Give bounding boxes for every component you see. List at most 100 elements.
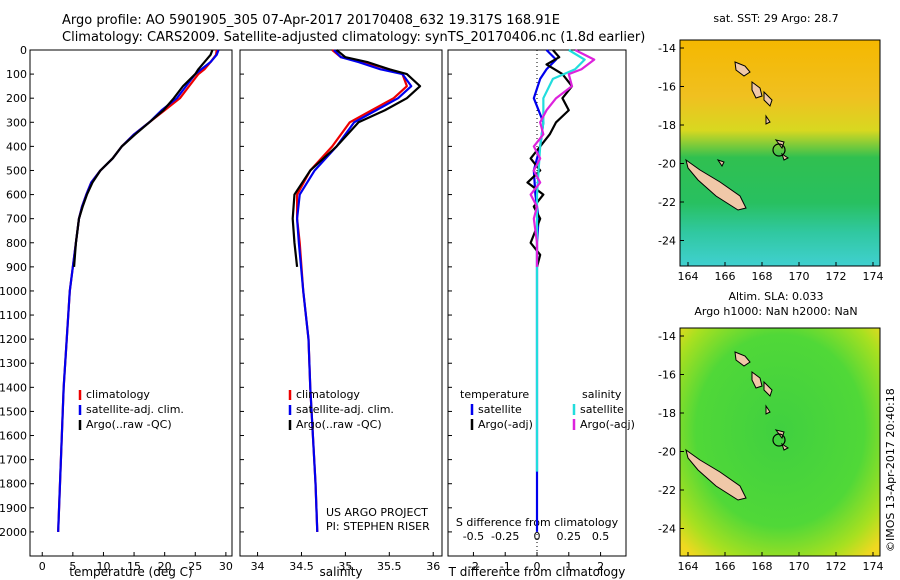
x-tick-label: 35.5 [377, 560, 402, 573]
map-lon-label: 170 [789, 270, 810, 283]
y-tick-label: 1800 [0, 478, 27, 491]
map-lat-label: -24 [658, 523, 676, 536]
map-lat-label: -22 [658, 484, 676, 497]
x-tick-label: 15 [127, 560, 141, 573]
s-tick-label: -0.25 [491, 530, 519, 543]
panel-frame [29, 49, 233, 557]
y-tick-label: 1100 [0, 309, 27, 322]
x-tick-label: 1 [565, 560, 572, 573]
imos-timestamp: ©IMOS 13-Apr-2017 20:40:18 [884, 388, 897, 552]
map-lon-label: 164 [678, 270, 699, 283]
legend-entry: satellite [478, 403, 522, 416]
map-lon-label: 172 [826, 560, 847, 573]
y-tick-label: 2000 [0, 526, 27, 539]
s-tick-label: -0.5 [463, 530, 484, 543]
x-tick-label: 20 [158, 560, 172, 573]
y-tick-label: 1200 [0, 333, 27, 346]
y-tick-label: 700 [6, 213, 27, 226]
project-label: US ARGO PROJECT [326, 506, 428, 519]
y-tick-label: 200 [6, 92, 27, 105]
sla-argo-location-marker [772, 433, 786, 447]
x-tick-label: 35 [338, 560, 352, 573]
y-tick-label: 300 [6, 116, 27, 129]
legend-entry: Argo(-adj) [580, 418, 635, 431]
sst-map-field [680, 40, 880, 266]
profile-panel-2: 34 34.5 35 35.5 36 salinity climatology satelli… [239, 49, 443, 579]
sla-map-frame [679, 327, 881, 557]
sst-argo-location-marker [772, 143, 786, 157]
legend-salinity-title: salinity [582, 388, 622, 401]
plot-title-line1: Argo profile: AO 5901905_305 07-Apr-2017… [62, 13, 560, 28]
legend-entry: Argo(..raw -QC) [86, 418, 172, 431]
profile-panel-1: 0100200300400500600700800900100011001200… [0, 44, 233, 579]
map-lon-label: 172 [826, 270, 847, 283]
map-lat-label: -24 [658, 235, 676, 248]
y-tick-label: 1700 [0, 454, 27, 467]
map-lat-label: -14 [658, 330, 676, 343]
x-tick-label: 10 [96, 560, 110, 573]
sst-map-frame [679, 39, 881, 267]
map-lon-label: 168 [752, 270, 773, 283]
panel-frame [239, 49, 443, 557]
x-tick-label: 34 [251, 560, 265, 573]
x-axis-label: T difference from climatology [448, 565, 626, 579]
map-lon-label: 166 [715, 270, 736, 283]
y-tick-label: 600 [6, 189, 27, 202]
map-lat-label: -18 [658, 119, 676, 132]
y-tick-label: 1500 [0, 405, 27, 418]
sla-map-field [680, 328, 880, 556]
map-lat-label: -22 [658, 196, 676, 209]
x-tick-label: 2 [597, 560, 604, 573]
legend-entry: satellite-adj. clim. [296, 403, 394, 416]
x-tick-label: -1 [500, 560, 511, 573]
map-lon-label: 164 [678, 560, 699, 573]
y-tick-label: 900 [6, 261, 27, 274]
y-tick-label: 1900 [0, 502, 27, 515]
x-tick-label: 34.5 [289, 560, 314, 573]
map-lon-label: 174 [863, 560, 884, 573]
y-tick-label: 800 [6, 237, 27, 250]
plot-title-line2: Climatology: CARS2009. Satellite-adjuste… [62, 30, 646, 45]
series-line-3 [291, 49, 422, 267]
x-tick-label: 0 [39, 560, 46, 573]
x-axis-label: temperature (deg C) [69, 565, 192, 579]
map-lon-label: 170 [789, 560, 810, 573]
x-tick-label: 5 [69, 560, 76, 573]
legend-entry: satellite [580, 403, 624, 416]
x-tick-label: 36 [426, 560, 440, 573]
y-tick-label: 0 [20, 44, 27, 57]
s-tick-label: 0.25 [557, 530, 582, 543]
legend-entry: satellite-adj. clim. [86, 403, 184, 416]
map-lat-label: -16 [658, 81, 676, 94]
map-lon-label: 168 [752, 560, 773, 573]
s-tick-label: 0.5 [592, 530, 610, 543]
y-tick-label: 400 [6, 140, 27, 153]
y-tick-label: 100 [6, 68, 27, 81]
map-lat-label: -18 [658, 407, 676, 420]
legend-entry: climatology [296, 388, 360, 401]
s-tick-label: 0 [534, 530, 541, 543]
pi-label: PI: STEPHEN RISER [326, 520, 430, 533]
legend-entry: Argo(..raw -QC) [296, 418, 382, 431]
series-line-4 [529, 49, 596, 267]
sla-map-title-1: Altim. SLA: 0.033 [728, 290, 823, 303]
x-tick-label: 25 [188, 560, 202, 573]
map-lon-label: 166 [715, 560, 736, 573]
map-lat-label: -20 [658, 158, 676, 171]
x-tick-label: 0 [534, 560, 541, 573]
y-tick-label: 1600 [0, 430, 27, 443]
y-tick-label: 500 [6, 164, 27, 177]
series-line-3 [72, 49, 214, 267]
sla-map-coastlines [685, 351, 789, 501]
map-lat-label: -16 [658, 369, 676, 382]
map-lat-label: -14 [658, 42, 676, 55]
map-lat-label: -20 [658, 446, 676, 459]
x-tick-label: 30 [219, 560, 233, 573]
legend-temperature-title: temperature [460, 388, 529, 401]
sst-map-title: sat. SST: 29 Argo: 28.7 [713, 12, 838, 25]
legend-entry: climatology [86, 388, 150, 401]
sla-map-title-2: Argo h1000: NaN h2000: NaN [694, 305, 857, 318]
map-lon-label: 174 [863, 270, 884, 283]
